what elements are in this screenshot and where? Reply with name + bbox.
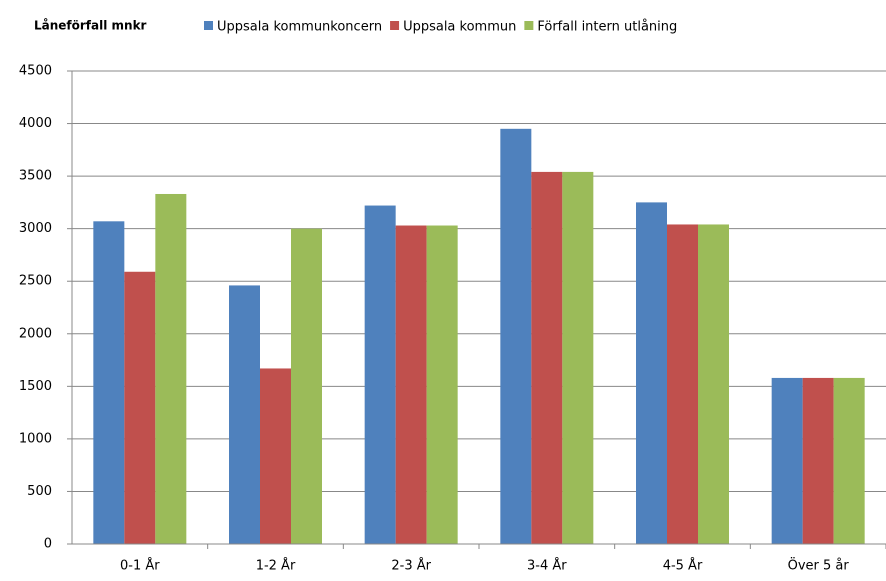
y-tick-label: 4000 (19, 116, 52, 131)
legend-swatch (524, 21, 534, 30)
bar (833, 377, 865, 544)
legend-swatch (390, 21, 400, 30)
y-tick-label: 4500 (19, 64, 52, 79)
bar (291, 228, 322, 544)
x-tick-label: 4-5 År (663, 558, 703, 574)
y-tick-label: 500 (27, 484, 52, 499)
legend-label: Uppsala kommun (403, 20, 516, 35)
bar (636, 202, 667, 544)
legend-swatch (204, 21, 213, 30)
bar (667, 224, 698, 544)
x-tick-label: 2-3 År (391, 558, 431, 574)
bar (260, 368, 291, 544)
bar (500, 128, 532, 545)
bar (395, 225, 427, 544)
y-tick-label: 3000 (19, 221, 52, 236)
bar (426, 225, 458, 544)
bar (562, 171, 594, 544)
bar (155, 193, 187, 545)
legend-label: Uppsala kommunkoncern (217, 20, 382, 35)
chart-title: Låneförfall mnkr (34, 19, 147, 33)
y-tick-label: 2000 (19, 326, 52, 341)
bar (364, 205, 396, 544)
bar (124, 271, 156, 544)
bar (229, 285, 260, 544)
y-tick-label: 2500 (19, 274, 52, 289)
y-tick-label: 3500 (19, 169, 52, 184)
y-tick-label: 1500 (19, 379, 52, 394)
x-tick-label: 1-2 År (256, 558, 296, 574)
bar (802, 377, 834, 544)
bar (531, 171, 563, 544)
y-tick-label: 0 (44, 537, 52, 552)
bar (93, 221, 125, 544)
bar (698, 224, 729, 544)
x-tick-label: 3-4 År (527, 558, 567, 574)
bar (771, 377, 803, 544)
legend-label: Förfall intern utlåning (537, 20, 677, 35)
x-tick-label: Över 5 år (788, 557, 850, 574)
x-tick-label: 0-1 År (120, 558, 160, 574)
y-tick-label: 1000 (19, 431, 52, 446)
